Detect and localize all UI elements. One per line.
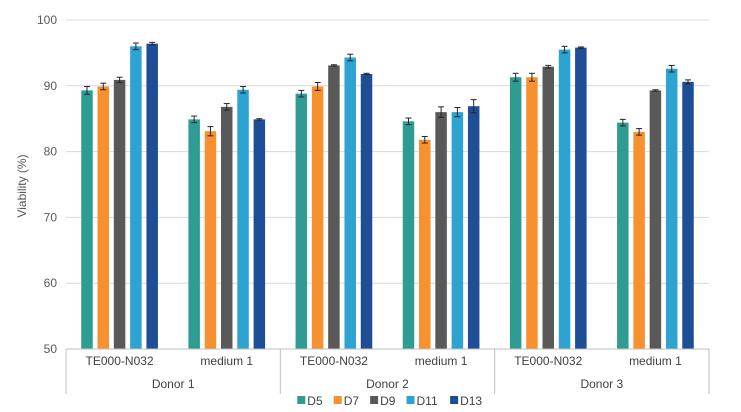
x-category-label-3: TE000-N032 <box>300 354 368 368</box>
y-tick-label-50: 50 <box>44 342 58 356</box>
bar-D11-3 <box>344 57 356 349</box>
bar-D13-5 <box>575 47 587 350</box>
legend-label-D5: D5 <box>307 394 323 408</box>
bar-D7-3 <box>311 86 324 349</box>
bar-D13-1 <box>146 43 158 350</box>
bar-D7-5 <box>526 77 538 349</box>
legend-label-D7: D7 <box>344 394 360 408</box>
bar-D11-2 <box>237 89 249 350</box>
legend-swatch-D5 <box>297 396 306 404</box>
gridlines <box>66 19 709 284</box>
bar-D7-4 <box>419 139 431 349</box>
legend: D5 D7 D9 D11 D13 <box>297 394 482 408</box>
x-category-label-4: medium 1 <box>415 354 468 368</box>
bar-D9-4 <box>435 112 447 350</box>
bar-D7-1 <box>97 86 110 349</box>
y-tick-label-80: 80 <box>44 145 58 159</box>
bar-D13-2 <box>253 119 266 349</box>
bar-D11-5 <box>558 49 571 350</box>
bar-D5-4 <box>402 121 415 349</box>
x-group-label-2: Donor 2 <box>366 377 409 391</box>
y-axis-label: Viability (%) <box>15 154 29 217</box>
bar-D5-6 <box>617 122 629 349</box>
bar-D5-3 <box>295 93 308 349</box>
bar-D11-1 <box>130 46 142 349</box>
y-tick-label-60: 60 <box>44 276 58 290</box>
bar-D5-5 <box>509 77 522 349</box>
x-category-label-6: medium 1 <box>629 354 682 368</box>
axes: 50 60 70 80 90 100 TE000-N032 medium 1 TE000-N03… <box>37 13 710 394</box>
bar-D9-1 <box>113 79 126 350</box>
legend-swatch-D7 <box>333 396 342 404</box>
legend-swatch-D9 <box>370 396 379 404</box>
legend-swatch-D11 <box>406 396 415 404</box>
bar-D9-6 <box>649 90 662 349</box>
x-category-label-2: medium 1 <box>200 354 253 368</box>
legend-label-D11: D11 <box>417 394 438 408</box>
x-category-label-1: TE000-N032 <box>86 354 154 368</box>
bar-D13-6 <box>682 81 694 350</box>
bar-D13-3 <box>360 73 373 350</box>
bar-D7-2 <box>204 131 217 349</box>
legend-label-D13: D13 <box>460 394 482 408</box>
x-group-label-1: Donor 1 <box>152 377 195 391</box>
y-tick-label-100: 100 <box>37 13 57 27</box>
error-bars <box>83 41 692 144</box>
x-category-label-5: TE000-N032 <box>514 354 582 368</box>
y-tick-label-90: 90 <box>44 79 58 93</box>
bar-D7-6 <box>633 131 645 349</box>
bar-D9-3 <box>328 65 340 349</box>
bar-D13-4 <box>467 106 480 349</box>
legend-swatch-D13 <box>450 396 459 404</box>
legend-label-D9: D9 <box>380 394 396 408</box>
bar-D5-2 <box>188 119 200 349</box>
bar-D11-4 <box>451 112 464 350</box>
bar-D9-5 <box>542 66 554 349</box>
bars <box>81 43 694 350</box>
bar-D5-1 <box>81 90 93 349</box>
x-group-label-3: Donor 3 <box>580 377 623 391</box>
bar-D9-2 <box>221 106 233 349</box>
bar-D11-6 <box>665 68 678 349</box>
y-tick-label-70: 70 <box>44 210 58 224</box>
